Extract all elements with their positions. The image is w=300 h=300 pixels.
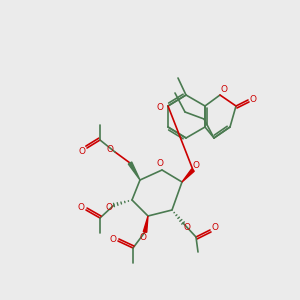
Text: O: O xyxy=(212,224,218,232)
Text: O: O xyxy=(220,85,227,94)
Text: O: O xyxy=(184,223,190,232)
Text: O: O xyxy=(77,203,85,212)
Text: O: O xyxy=(157,103,164,112)
Polygon shape xyxy=(128,162,140,180)
Polygon shape xyxy=(143,216,148,232)
Text: O: O xyxy=(110,235,116,244)
Text: O: O xyxy=(250,95,256,104)
Text: O: O xyxy=(193,161,200,170)
Text: O: O xyxy=(140,232,146,242)
Polygon shape xyxy=(182,169,194,182)
Text: O: O xyxy=(106,203,112,212)
Text: O: O xyxy=(79,148,86,157)
Text: O: O xyxy=(106,145,113,154)
Text: O: O xyxy=(157,158,164,167)
